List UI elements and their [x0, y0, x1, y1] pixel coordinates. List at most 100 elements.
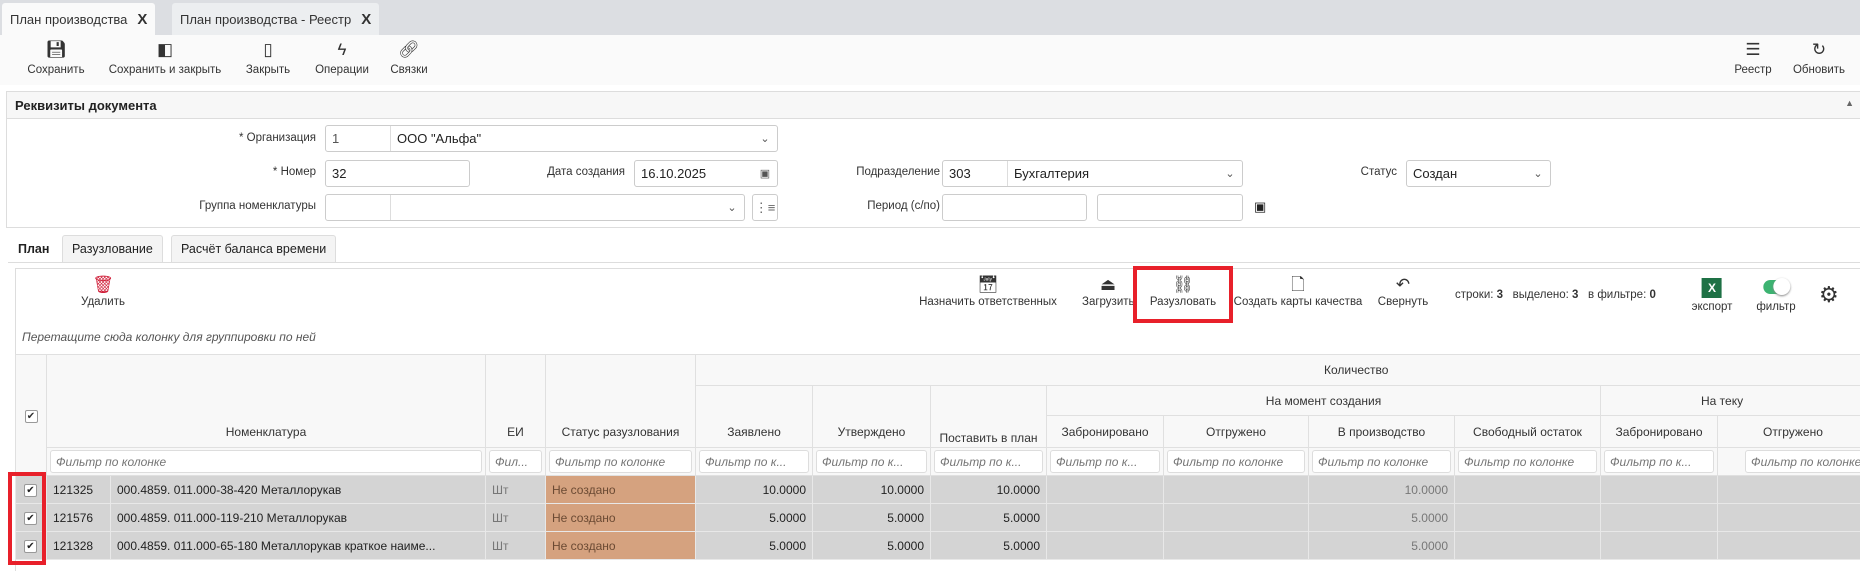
chevron-down-icon[interactable]: ⌄ — [1533, 168, 1543, 180]
group-code[interactable] — [326, 195, 391, 220]
period-to-field[interactable] — [1097, 194, 1243, 221]
column-header-approved[interactable]: Утверждено — [812, 385, 931, 448]
tab-production-plan[interactable]: План производства X — [2, 3, 156, 35]
filter-approved[interactable] — [816, 450, 927, 473]
column-header-reserved[interactable]: Забронировано — [1046, 415, 1164, 448]
load-button[interactable]: ⏏ Загрузить — [1082, 274, 1134, 308]
date-field[interactable]: 16.10.2025 ▣ — [634, 160, 778, 187]
plan-grid: ✔ Номенклатура ЕИ Статус разузлования Ко… — [15, 354, 1860, 560]
filter-reserved-current[interactable] — [1604, 450, 1714, 473]
column-header-to-plan[interactable]: Поставить в план — [930, 385, 1047, 448]
column-header-shipped[interactable]: Отгружено — [1163, 415, 1309, 448]
row-checkbox[interactable]: ✔ — [24, 484, 37, 497]
select-all-checkbox[interactable]: ✔ — [24, 409, 38, 423]
department-code[interactable]: 303 — [943, 161, 1008, 186]
registry-icon: ☰ — [1745, 40, 1761, 59]
filter-reserved[interactable] — [1050, 450, 1160, 473]
filter-in-production[interactable] — [1312, 450, 1451, 473]
row-checkbox[interactable]: ✔ — [24, 512, 37, 525]
row-checkbox[interactable]: ✔ — [24, 540, 37, 553]
link-icon: 🔗︎ — [398, 40, 420, 59]
status-value: Создан — [1413, 166, 1458, 181]
tab-time-balance[interactable]: Расчёт баланса времени — [171, 235, 337, 263]
close-icon[interactable]: X — [137, 10, 148, 28]
section-header[interactable]: Реквизиты документа ▲ — [7, 92, 1860, 119]
nomenclature-group-field[interactable]: ⌄ — [325, 194, 745, 221]
column-header-declared[interactable]: Заявлено — [695, 385, 813, 448]
tree-icon: ⋮≡ — [754, 199, 776, 215]
filter-nomenclature[interactable] — [50, 450, 482, 473]
button-label: Связки — [390, 64, 428, 76]
save-close-icon: ◧ — [156, 40, 174, 59]
column-header-nomenclature[interactable]: Номенклатура — [46, 354, 486, 448]
cell-in-production: 10.0000 — [1308, 475, 1455, 504]
filter-free-balance[interactable] — [1458, 450, 1597, 473]
explode-button[interactable]: ⛓︎ Разузловать — [1150, 274, 1216, 308]
column-header-explosion-status[interactable]: Статус разузлования — [545, 354, 696, 448]
save-button[interactable]: 💾︎ Сохранить — [27, 39, 84, 76]
collapse-button[interactable]: ↶ Свернуть — [1378, 274, 1428, 308]
column-header-shipped-current[interactable]: Отгружено — [1716, 415, 1860, 448]
undo-icon: ↶ — [1395, 275, 1411, 294]
tab-plan[interactable]: План — [8, 235, 60, 263]
tab-label: Расчёт баланса времени — [181, 242, 327, 256]
grid-counters: строки: 3 выделено: 3 в фильтре: 0 — [1455, 289, 1656, 301]
cell-free-balance — [1454, 503, 1601, 532]
button-label: Обновить — [1792, 64, 1846, 76]
cell-shipped-current — [1716, 503, 1860, 532]
column-header-in-production[interactable]: В производство — [1308, 415, 1455, 448]
close-button[interactable]: ▯ Закрыть — [246, 39, 290, 76]
button-label: Назначить ответственных — [919, 296, 1057, 308]
filter-shipped[interactable] — [1167, 450, 1305, 473]
hierarchy-icon: ⛓︎ — [1172, 275, 1194, 294]
tab-production-plan-registry[interactable]: План производства - Реестр X — [172, 3, 380, 35]
collapse-icon[interactable]: ▲ — [1845, 98, 1854, 108]
save-close-button[interactable]: ◧ Сохранить и закрыть — [109, 39, 222, 76]
chevron-down-icon[interactable]: ⌄ — [1225, 168, 1235, 180]
calendar-icon[interactable]: ▣ — [1254, 199, 1267, 214]
table-row[interactable]: ✔ 121328 000.4859. 011.000-65-180 Металл… — [15, 531, 1860, 560]
tab-label: План производства - Реестр — [180, 11, 352, 27]
period-from-field[interactable] — [942, 194, 1087, 221]
cell-approved: 5.0000 — [812, 531, 931, 560]
status-select[interactable]: Создан ⌄ — [1406, 160, 1551, 187]
assign-responsible-button[interactable]: 📅︎ Назначить ответственных — [919, 274, 1057, 308]
operations-button[interactable]: ϟ Операции — [315, 39, 369, 76]
table-row[interactable]: ✔ 121576 000.4859. 011.000-119-210 Метал… — [15, 503, 1860, 532]
department-field[interactable]: 303 Бухгалтерия ⌄ — [942, 160, 1243, 187]
column-header-reserved-current[interactable]: Забронировано — [1600, 415, 1718, 448]
button-label: Закрыть — [245, 64, 291, 76]
cell-free-balance — [1454, 531, 1601, 560]
organization-field[interactable]: 1 ООО "Альфа" ⌄ — [325, 125, 778, 152]
column-header-free-balance[interactable]: Свободный остаток — [1454, 415, 1601, 448]
cell-explosion-status: Не создано — [545, 475, 696, 504]
button-label: Операции — [315, 64, 369, 76]
cell-shipped — [1163, 503, 1309, 532]
refresh-button[interactable]: ↻ Обновить — [1793, 39, 1845, 76]
column-header-unit[interactable]: ЕИ — [485, 354, 546, 448]
chevron-down-icon[interactable]: ⌄ — [760, 133, 770, 145]
filter-status[interactable] — [549, 450, 692, 473]
tab-explosion[interactable]: Разузлование — [62, 235, 163, 263]
organization-code[interactable]: 1 — [326, 126, 391, 151]
chevron-down-icon[interactable]: ⌄ — [727, 202, 737, 214]
create-quality-cards-button[interactable]: 🗋︎ Создать карты качества — [1234, 274, 1363, 308]
delete-button[interactable]: 🗑︎ Удалить — [81, 274, 125, 308]
close-icon[interactable]: X — [361, 10, 372, 28]
filter-toggle[interactable]: фильтр — [1756, 278, 1796, 313]
tree-select-button[interactable]: ⋮≡ — [752, 194, 778, 221]
table-row[interactable]: ✔ 121325 000.4859. 011.000-38-420 Металл… — [15, 475, 1860, 504]
registry-button[interactable]: ☰ Реестр — [1734, 39, 1771, 76]
gear-icon[interactable]: ⚙ — [1819, 282, 1839, 307]
filter-unit[interactable] — [489, 450, 542, 473]
calendar-icon[interactable]: ▣ — [759, 168, 771, 180]
filter-shipped-current[interactable] — [1745, 450, 1860, 473]
links-button[interactable]: 🔗︎ Связки — [390, 39, 427, 76]
filter-to-plan[interactable] — [934, 450, 1043, 473]
number-field[interactable]: 32 — [325, 160, 470, 187]
filter-declared[interactable] — [699, 450, 809, 473]
cell-id: 121576 — [46, 503, 111, 532]
select-all-header[interactable]: ✔ — [15, 354, 47, 476]
upload-icon: ⏏ — [1099, 275, 1117, 294]
